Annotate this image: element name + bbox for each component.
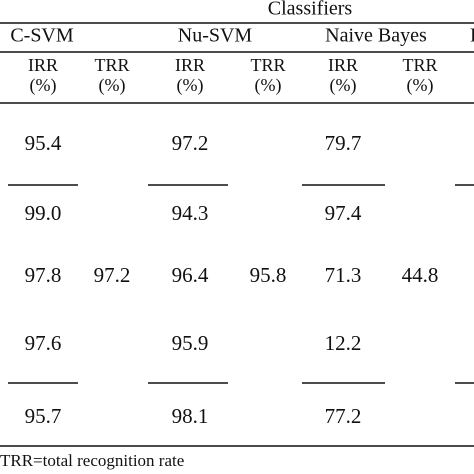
cell: 97.4 bbox=[325, 201, 362, 225]
sub-header: TRR bbox=[402, 55, 437, 75]
sub-header: (%) bbox=[99, 75, 126, 96]
cell: 77.2 bbox=[325, 404, 362, 428]
cell: 96.4 bbox=[172, 263, 209, 287]
sub-header: IRR bbox=[175, 55, 205, 75]
sub-header: (%) bbox=[407, 75, 434, 96]
sub-header: (%) bbox=[30, 75, 57, 96]
cell: 79.7 bbox=[325, 131, 362, 155]
group-header: F bbox=[470, 25, 474, 47]
sub-header: IRR bbox=[28, 55, 58, 75]
cell: 97.2 bbox=[172, 131, 209, 155]
cell: 71.3 bbox=[325, 263, 362, 287]
group-header: Nu-SVM bbox=[178, 25, 253, 47]
cell: 97.8 bbox=[25, 263, 62, 287]
cell: 12.2 bbox=[325, 331, 362, 355]
group-header: C-SVM bbox=[10, 25, 74, 47]
sub-header: (%) bbox=[255, 75, 282, 96]
trr-cell: 97.2 bbox=[94, 263, 131, 287]
trr-cell: 44.8 bbox=[402, 263, 439, 287]
cell: 98.1 bbox=[172, 404, 209, 428]
sub-header: IRR bbox=[328, 55, 358, 75]
footnote: TRR=total recognition rate bbox=[0, 451, 184, 470]
sub-header: (%) bbox=[330, 75, 357, 96]
table-title: Classifiers bbox=[268, 0, 353, 20]
cell: 95.7 bbox=[25, 404, 62, 428]
cell: 94.3 bbox=[172, 201, 209, 225]
cell: 97.6 bbox=[25, 331, 62, 355]
trr-cell: 95.8 bbox=[250, 263, 287, 287]
cell: 95.9 bbox=[172, 331, 209, 355]
sub-header: (%) bbox=[177, 75, 204, 96]
cell: 95.4 bbox=[25, 131, 62, 155]
group-header: Naive Bayes bbox=[325, 25, 427, 47]
sub-header: TRR bbox=[250, 55, 285, 75]
sub-header: TRR bbox=[94, 55, 129, 75]
cell: 99.0 bbox=[25, 201, 62, 225]
